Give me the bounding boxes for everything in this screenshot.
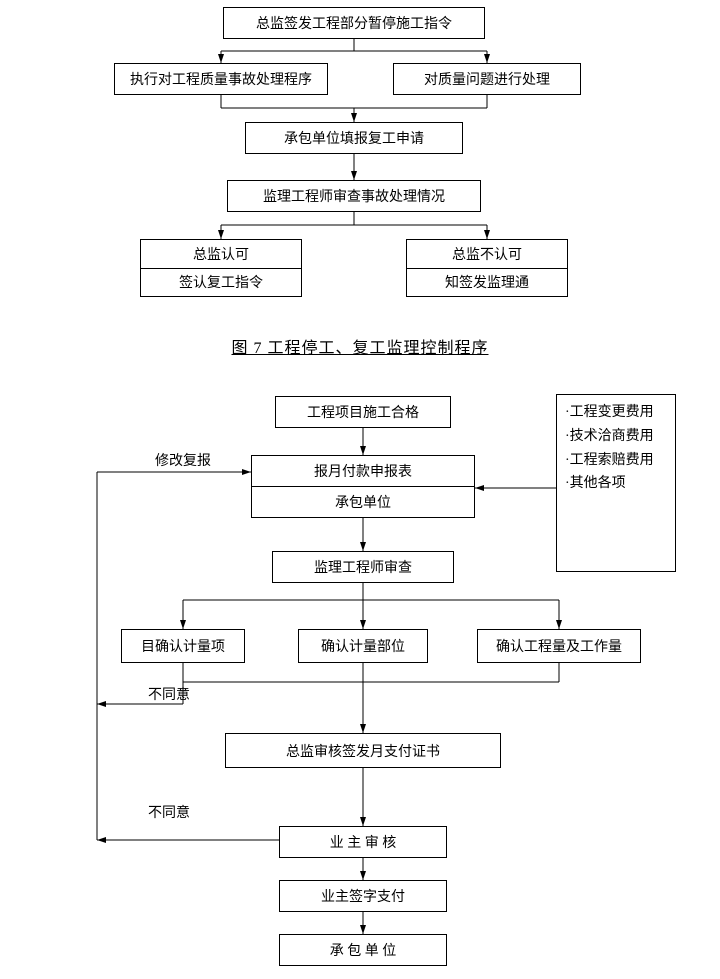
info-line: ·工程变更费用 bbox=[565, 405, 654, 420]
node-text: 总监不认可 bbox=[452, 244, 522, 264]
node-text: 承包单位 bbox=[335, 492, 391, 512]
info-line: ·技术洽商费用 bbox=[565, 429, 654, 444]
node-n2: 执行对工程质量事故处理程序 bbox=[114, 63, 328, 95]
node-text: 总监认可 bbox=[193, 244, 249, 264]
edge-label-revise: 修改复报 bbox=[155, 450, 211, 470]
figure-caption: 图 7 工程停工、复工监理控制程序 bbox=[180, 334, 540, 358]
node-text: 总监审核签发月支付证书 bbox=[286, 741, 440, 761]
node-text: 承包单位填报复工申请 bbox=[284, 128, 424, 148]
label-text: 修改复报 bbox=[155, 454, 211, 469]
node-m6: 确认工程量及工作量 bbox=[477, 629, 641, 663]
caption-text: 图 7 工程停工、复工监理控制程序 bbox=[231, 340, 488, 357]
node-m2: 报月付款申报表 承包单位 bbox=[251, 455, 475, 518]
node-m4: 目确认计量项 bbox=[121, 629, 245, 663]
node-m7: 总监审核签发月支付证书 bbox=[225, 733, 501, 768]
node-text: 确认计量部位 bbox=[321, 636, 405, 656]
node-text: 确认工程量及工作量 bbox=[496, 636, 622, 656]
node-text: 监理工程师审查 bbox=[314, 557, 412, 577]
node-m9: 业主签字支付 bbox=[279, 880, 447, 912]
node-n6: 总监认可 签认复工指令 bbox=[140, 239, 302, 297]
info-line: ·其他各项 bbox=[565, 476, 626, 491]
edge-label-disagree-1: 不同意 bbox=[148, 684, 190, 704]
node-text: 知签发监理通 bbox=[445, 272, 529, 292]
info-line: ·工程索赔费用 bbox=[565, 453, 654, 468]
node-text: 总监签发工程部分暂停施工指令 bbox=[256, 13, 452, 33]
label-text: 不同意 bbox=[148, 806, 190, 821]
node-text: 对质量问题进行处理 bbox=[424, 69, 550, 89]
edge-label-disagree-2: 不同意 bbox=[148, 802, 190, 822]
node-m10: 承 包 单 位 bbox=[279, 934, 447, 966]
node-text: 工程项目施工合格 bbox=[307, 402, 419, 422]
node-text: 执行对工程质量事故处理程序 bbox=[130, 69, 312, 89]
node-m5: 确认计量部位 bbox=[298, 629, 428, 663]
node-n1: 总监签发工程部分暂停施工指令 bbox=[223, 7, 485, 39]
node-m1: 工程项目施工合格 bbox=[275, 396, 451, 428]
label-text: 不同意 bbox=[148, 688, 190, 703]
node-n4: 承包单位填报复工申请 bbox=[245, 122, 463, 154]
node-n3: 对质量问题进行处理 bbox=[393, 63, 581, 95]
node-text: 监理工程师审查事故处理情况 bbox=[263, 186, 445, 206]
node-text: 承 包 单 位 bbox=[330, 940, 397, 960]
node-text: 签认复工指令 bbox=[179, 272, 263, 292]
node-text: 报月付款申报表 bbox=[314, 461, 412, 481]
node-text: 业 主 审 核 bbox=[330, 832, 397, 852]
node-m8: 业 主 审 核 bbox=[279, 826, 447, 858]
node-m3: 监理工程师审查 bbox=[272, 551, 454, 583]
node-text: 业主签字支付 bbox=[321, 886, 405, 906]
node-n7: 总监不认可 知签发监理通 bbox=[406, 239, 568, 297]
node-n5: 监理工程师审查事故处理情况 bbox=[227, 180, 481, 212]
info-box: ·工程变更费用 ·技术洽商费用 ·工程索赔费用 ·其他各项 bbox=[556, 394, 676, 572]
node-text: 目确认计量项 bbox=[141, 636, 225, 656]
